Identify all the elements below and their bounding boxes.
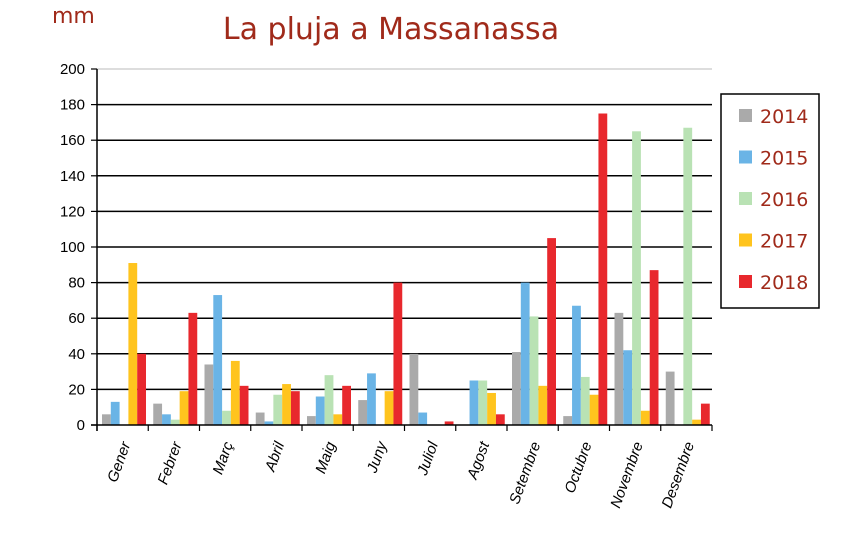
y-tick-label: 120 [60,203,85,220]
legend-swatch-2017 [739,233,752,247]
bar-2018-març [239,385,249,425]
legend-label-2016: 2016 [760,189,808,211]
legend-swatch-2015 [739,150,752,164]
bar-2014-febrer [153,403,163,425]
y-tick-label: 80 [68,275,85,292]
legend-label-2018: 2018 [760,272,808,294]
y-tick-label: 0 [77,417,85,434]
bar-2017-novembre [640,410,650,425]
bar-2018-juny [393,282,403,425]
bar-2015-setembre [520,282,530,425]
x-category-label: Gener [104,439,135,485]
bar-2014-desembre [665,371,675,425]
bar-2016-desembre [683,127,693,426]
legend-swatch-2016 [739,192,752,205]
bar-2015-maig [315,396,325,425]
bar-2018-juliol [444,421,454,425]
bar-2016-octubre [580,376,590,425]
bar-2015-octubre [572,305,581,425]
y-unit-label: mm [52,4,95,29]
bar-2018-agost [495,414,505,425]
x-category-label: Març [210,439,238,477]
bar-2014-maig [307,416,316,425]
bar-2018-gener [137,353,146,425]
x-category-label: Febrer [155,439,186,487]
bar-2015-juliol [418,412,428,425]
bar-2016-agost [478,380,488,425]
y-tick-label: 140 [60,168,85,185]
y-tick-label: 100 [60,239,85,256]
bar-2016-setembre [529,316,539,425]
legend-swatch-2018 [739,275,752,288]
x-category-label: Juliol [414,439,442,479]
y-tick-label: 200 [60,61,85,78]
bar-2015-novembre [623,350,633,425]
bar-2015-març [213,295,223,425]
bar-2016-febrer [170,419,180,425]
legend: 2014 2015 2016 2017 2018 [720,93,820,309]
bar-2018-maig [342,385,351,425]
bar-2017-maig [333,414,343,425]
bar-2017-gener [128,263,138,425]
bar-2017-octubre [589,394,599,425]
x-category-label: Abril [262,439,289,475]
y-tick-label: 60 [68,310,85,327]
bar-2017-març [230,360,240,425]
bar-2016-març [222,410,231,425]
bar-2016-maig [324,375,334,425]
bar-2018-desembre [700,403,710,425]
bar-2018-abril [290,391,300,425]
bar-2015-febrer [162,414,171,425]
bar-2016-abril [273,394,283,425]
x-category-label: Octubre [561,440,595,496]
bar-2014-gener [102,414,111,425]
bar-2015-juny [367,373,376,425]
y-tick-label: 180 [60,97,85,114]
bar-2017-agost [487,392,496,425]
bar-2015-abril [264,421,274,425]
bar-2016-novembre [632,131,641,426]
legend-box [720,93,820,309]
legend-label-2017: 2017 [760,231,808,253]
bar-2014-juny [358,400,368,425]
x-category-label: Maig [312,439,339,476]
legend-swatch-2014 [739,109,752,122]
bar-2017-juny [384,391,394,425]
bar-2017-setembre [538,385,548,425]
bar-2018-febrer [188,312,198,425]
bar-2015-gener [110,401,120,425]
bar-2017-abril [282,384,291,425]
y-tick-label: 20 [68,381,85,398]
y-tick-label: 40 [68,346,85,363]
x-category-label: Agost [464,439,494,483]
legend-label-2014: 2014 [760,106,808,128]
bar-2014-setembre [512,352,521,425]
bar-2015-agost [469,380,479,425]
y-tick-labels: 0 20 40 60 80 100 120 140 160 180 200 [60,61,85,434]
bars [102,113,710,426]
bar-2017-desembre [692,419,701,425]
bar-2014-octubre [563,416,573,425]
bar-2014-novembre [614,312,624,425]
bar-2014-abril [255,412,265,425]
x-category-labels: Gener Febrer Març Abril Maig Juny Juliol Agost S… [104,438,698,510]
x-category-label: Desembre [658,440,698,511]
x-category-label: Setembre [506,440,544,507]
legend-label-2015: 2015 [760,148,808,170]
gridlines [97,68,712,391]
x-category-label: Juny [363,438,391,476]
bar-2014-març [204,364,214,425]
chart-title: La pluja a Massanassa [222,12,560,47]
bar-2018-setembre [547,238,556,425]
axes [91,68,713,431]
x-category-label: Novembre [607,440,647,511]
bar-2018-octubre [598,113,608,425]
bar-2017-febrer [179,391,189,425]
y-tick-label: 160 [60,132,85,149]
bar-2014-juliol [409,353,419,425]
bar-2018-novembre [649,270,659,425]
